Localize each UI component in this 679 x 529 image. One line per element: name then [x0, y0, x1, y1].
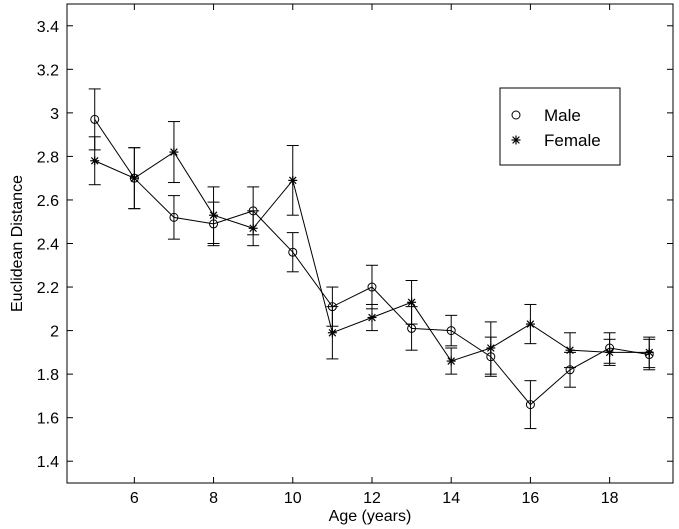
x-axis-label: Age (years) — [329, 508, 412, 525]
y-tick-label: 3.2 — [37, 62, 59, 79]
legend-label: Male — [544, 106, 581, 125]
x-tick-label: 16 — [522, 490, 540, 507]
y-tick-label: 2 — [50, 324, 59, 341]
y-tick-label: 1.8 — [37, 367, 59, 384]
x-tick-label: 8 — [209, 490, 218, 507]
asterisk-marker — [90, 156, 100, 166]
asterisk-marker — [209, 210, 219, 220]
y-tick-label: 2.6 — [37, 193, 59, 210]
legend-item-male: Male — [511, 106, 581, 125]
plot-frame — [66, 3, 674, 484]
asterisk-marker — [511, 135, 521, 145]
y-tick-label: 2.4 — [37, 237, 59, 254]
legend-label: Female — [544, 131, 601, 150]
y-tick-label: 1.4 — [37, 454, 59, 471]
circle-marker — [511, 110, 521, 120]
error-bar — [445, 314, 458, 347]
x-tick-label: 6 — [130, 490, 139, 507]
asterisk-marker — [644, 347, 654, 357]
asterisk-marker — [367, 313, 377, 323]
y-tick-label: 1.6 — [37, 411, 59, 428]
asterisk-marker — [327, 328, 337, 338]
asterisk-marker — [525, 319, 535, 329]
asterisk-marker — [446, 356, 456, 366]
error-bar — [286, 232, 299, 273]
circle-marker — [525, 400, 535, 410]
plot-border — [66, 3, 674, 484]
circle-marker — [169, 212, 179, 222]
asterisk-marker — [248, 223, 258, 233]
x-tick-label: 18 — [601, 490, 619, 507]
asterisk-marker — [605, 347, 615, 357]
asterisk-marker — [407, 297, 417, 307]
y-tick-label: 3.4 — [37, 19, 59, 36]
y-tick-label: 2.8 — [37, 149, 59, 166]
circle-marker — [446, 326, 456, 336]
legend-box — [499, 87, 621, 166]
circle-marker — [367, 282, 377, 292]
asterisk-marker — [169, 147, 179, 157]
asterisk-marker — [288, 175, 298, 185]
x-tick-label: 12 — [363, 490, 381, 507]
y-axis-label: Euclidean Distance — [9, 175, 26, 312]
asterisk-marker — [486, 343, 496, 353]
error-bar — [524, 380, 537, 430]
x-tick-label: 14 — [442, 490, 460, 507]
legend: Male Female — [499, 87, 621, 166]
asterisk-marker — [565, 345, 575, 355]
y-tick-label: 3 — [50, 106, 59, 123]
y-tick-label: 2.2 — [37, 280, 59, 297]
legend-item-female: Female — [511, 131, 601, 150]
y-axis: 1.4 1.6 1.8 2 2.2 2.4 2.6 2.8 3 3.2 3.4 — [37, 19, 673, 471]
series-female — [88, 121, 656, 375]
series-layer — [88, 88, 656, 430]
x-axis: 6 8 10 12 14 16 18 — [130, 4, 619, 507]
circle-marker — [288, 247, 298, 257]
circle-marker — [90, 114, 100, 124]
error-bar — [167, 195, 180, 240]
asterisk-marker — [129, 173, 139, 183]
x-tick-label: 10 — [284, 490, 302, 507]
